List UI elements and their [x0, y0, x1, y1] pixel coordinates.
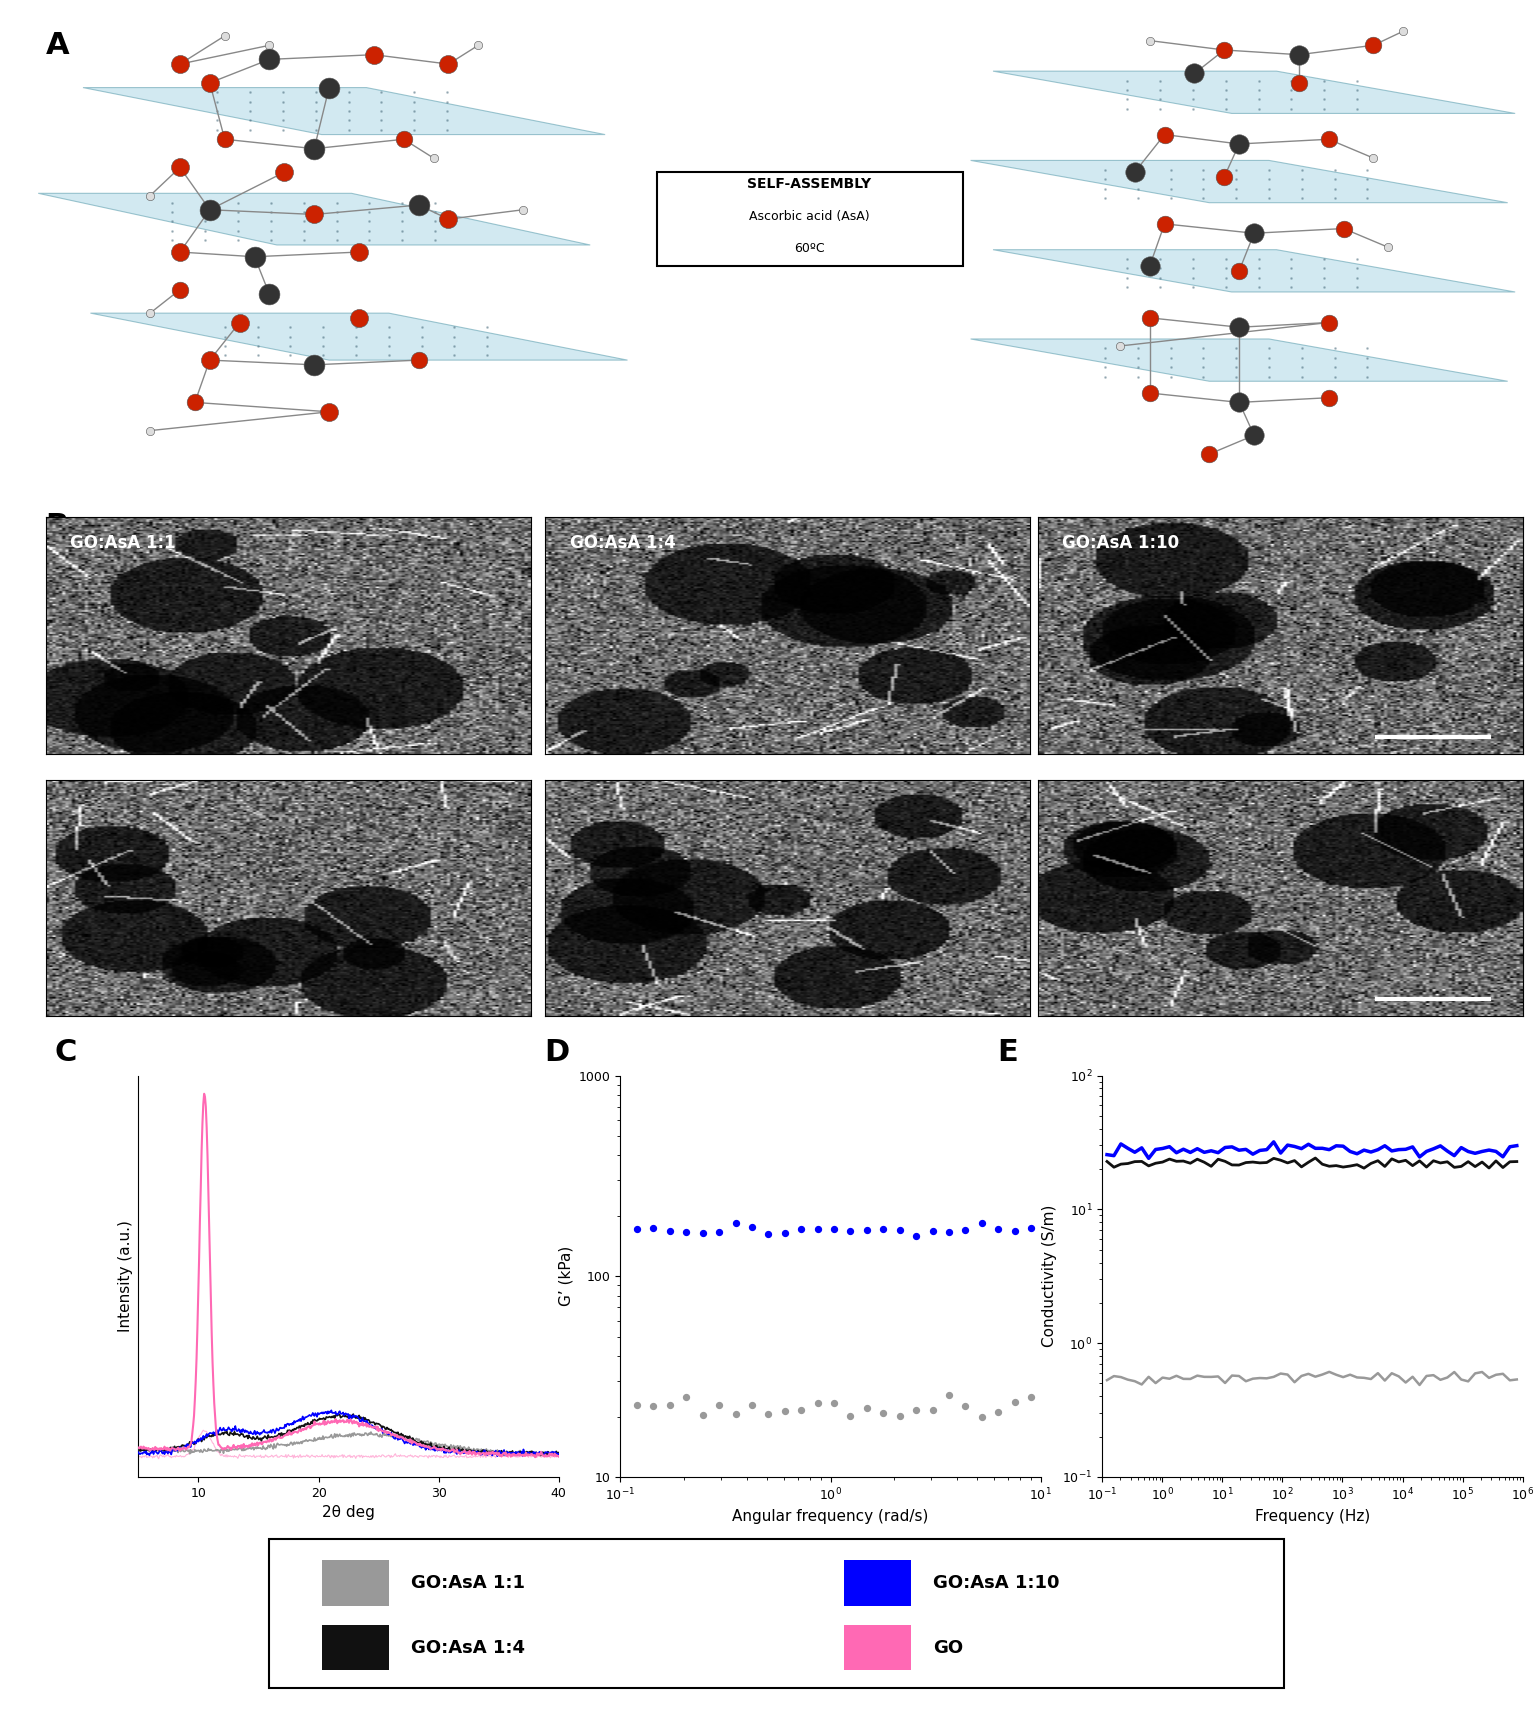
Point [707, 1219, 732, 1247]
Text: B: B [46, 513, 69, 542]
Point [624, 1214, 649, 1241]
Point [740, 1392, 764, 1419]
Point [723, 1400, 747, 1428]
Polygon shape [38, 193, 591, 245]
Text: GO: GO [934, 1638, 963, 1657]
Text: E: E [997, 1038, 1018, 1067]
Point [838, 1402, 863, 1430]
Y-axis label: Intensity (a.u.): Intensity (a.u.) [118, 1221, 132, 1332]
Point [954, 1392, 978, 1419]
FancyBboxPatch shape [844, 1624, 910, 1671]
Point [691, 1219, 715, 1247]
Point [887, 1216, 912, 1243]
Polygon shape [994, 72, 1515, 113]
Polygon shape [83, 87, 604, 135]
Point [1018, 1214, 1043, 1241]
Point [871, 1216, 895, 1243]
Point [969, 1209, 994, 1236]
Point [920, 1397, 944, 1424]
Text: SELF-ASSEMBLY: SELF-ASSEMBLY [747, 176, 872, 192]
X-axis label: Frequency (Hz): Frequency (Hz) [1255, 1508, 1370, 1524]
Point [658, 1218, 683, 1245]
Text: GO:AsA 1:10: GO:AsA 1:10 [934, 1575, 1060, 1592]
Point [969, 1404, 994, 1431]
Point [986, 1399, 1010, 1426]
Point [691, 1402, 715, 1430]
Y-axis label: Conductivity (S/m): Conductivity (S/m) [1041, 1206, 1057, 1347]
Point [674, 1218, 698, 1245]
Point [904, 1395, 929, 1423]
Point [954, 1216, 978, 1243]
Point [904, 1223, 929, 1250]
Point [806, 1214, 831, 1241]
FancyBboxPatch shape [321, 1561, 389, 1606]
Point [821, 1214, 846, 1241]
Point [740, 1212, 764, 1240]
Point [624, 1392, 649, 1419]
Text: GO:AsA 1:1: GO:AsA 1:1 [411, 1575, 524, 1592]
Point [658, 1390, 683, 1418]
Point [772, 1397, 797, 1424]
Point [855, 1394, 880, 1421]
X-axis label: 2θ deg: 2θ deg [321, 1505, 375, 1520]
Polygon shape [91, 313, 628, 361]
FancyBboxPatch shape [657, 173, 963, 267]
Text: Ascorbic acid (AsA): Ascorbic acid (AsA) [749, 210, 871, 224]
Polygon shape [994, 250, 1515, 292]
Text: C: C [54, 1038, 77, 1067]
Point [821, 1389, 846, 1416]
Point [757, 1400, 781, 1428]
Polygon shape [970, 339, 1507, 381]
Text: D: D [544, 1038, 571, 1067]
Polygon shape [970, 161, 1507, 203]
Point [855, 1216, 880, 1243]
Point [871, 1399, 895, 1426]
Point [641, 1214, 666, 1241]
Point [789, 1216, 814, 1243]
Point [838, 1218, 863, 1245]
FancyBboxPatch shape [269, 1539, 1284, 1688]
Text: A: A [46, 31, 69, 60]
Point [1003, 1389, 1027, 1416]
Y-axis label: G’ (kPa): G’ (kPa) [558, 1247, 574, 1306]
Point [920, 1218, 944, 1245]
Point [772, 1219, 797, 1247]
Point [1003, 1218, 1027, 1245]
Point [674, 1383, 698, 1411]
X-axis label: Angular frequency (rad/s): Angular frequency (rad/s) [732, 1508, 929, 1524]
Text: GO:AsA 1:4: GO:AsA 1:4 [411, 1638, 524, 1657]
Point [723, 1209, 747, 1236]
Point [887, 1402, 912, 1430]
Point [641, 1392, 666, 1419]
Point [986, 1216, 1010, 1243]
Point [937, 1219, 961, 1247]
FancyBboxPatch shape [844, 1561, 910, 1606]
Point [789, 1397, 814, 1424]
Point [707, 1392, 732, 1419]
Point [937, 1382, 961, 1409]
FancyBboxPatch shape [321, 1624, 389, 1671]
Point [806, 1389, 831, 1416]
Point [1018, 1383, 1043, 1411]
Text: 60ºC: 60ºC [794, 241, 824, 255]
Point [757, 1219, 781, 1247]
